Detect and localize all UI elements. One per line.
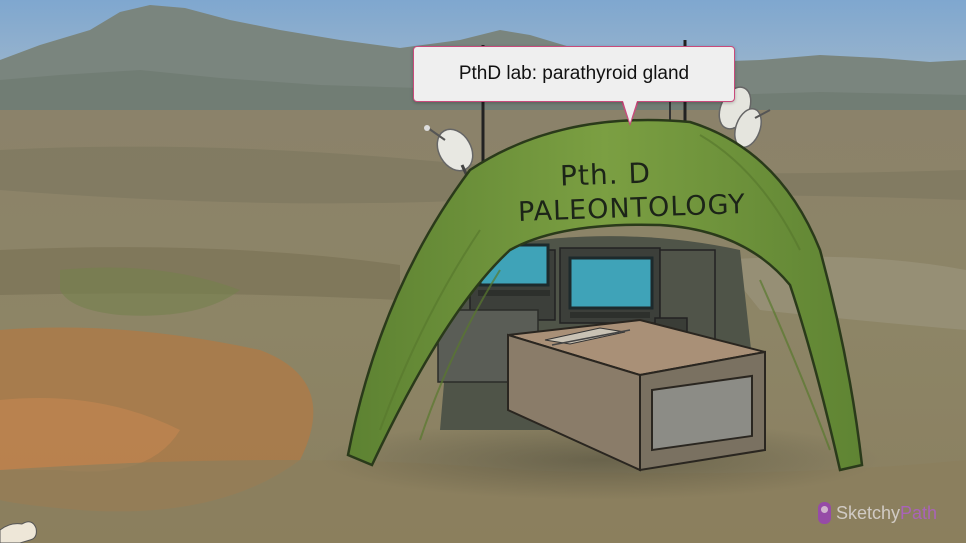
caption-tooltip: PthD lab: parathyroid gland <box>413 46 735 102</box>
brand-watermark: SketchyPath <box>818 500 937 526</box>
keyboard-strip-2 <box>570 312 650 318</box>
microphone-icon <box>818 502 831 524</box>
keyboard-strip <box>478 290 550 296</box>
bone <box>0 521 37 543</box>
watermark-text: SketchyPath <box>836 503 937 524</box>
monitor-center <box>568 256 654 310</box>
tent-arch <box>346 118 864 472</box>
tent-texture <box>379 134 831 451</box>
watermark-brand-part2: Path <box>900 502 938 523</box>
tooltip-tail <box>623 101 637 123</box>
watermark-brand-part1: Sketchy <box>836 502 901 523</box>
satellite-dish-right <box>718 86 771 148</box>
satellite-dish-left <box>424 125 474 179</box>
exam-table <box>507 318 766 472</box>
green-patch <box>60 267 240 316</box>
caption-text: PthD lab: parathyroid gland <box>458 63 690 84</box>
orange-soil-2 <box>0 398 180 472</box>
sign-line-1: Pth. D <box>559 156 652 193</box>
